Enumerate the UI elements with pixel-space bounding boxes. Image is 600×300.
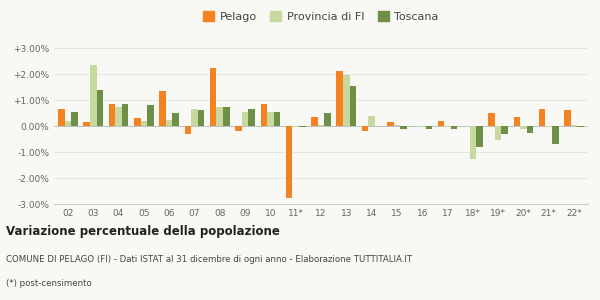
Bar <box>400 126 407 129</box>
Bar <box>109 104 115 126</box>
Bar <box>83 122 90 126</box>
Bar <box>387 122 394 126</box>
Bar <box>274 112 280 126</box>
Bar <box>134 118 140 126</box>
Bar <box>502 126 508 134</box>
Bar <box>577 126 584 127</box>
Bar <box>488 113 495 126</box>
Bar <box>166 119 172 126</box>
Bar <box>286 126 292 197</box>
Bar <box>122 104 128 126</box>
Bar <box>292 126 299 127</box>
Bar <box>58 109 65 126</box>
Bar <box>545 126 552 127</box>
Bar <box>267 112 274 126</box>
Bar <box>223 106 230 126</box>
Bar <box>210 68 217 126</box>
Bar <box>217 106 223 126</box>
Text: (*) post-censimento: (*) post-censimento <box>6 280 92 289</box>
Bar <box>260 104 267 126</box>
Bar <box>299 126 305 127</box>
Legend: Pelago, Provincia di FI, Toscana: Pelago, Provincia di FI, Toscana <box>199 7 443 26</box>
Bar <box>147 105 154 126</box>
Bar <box>198 110 205 126</box>
Bar <box>437 121 444 126</box>
Bar <box>65 121 71 126</box>
Bar <box>97 90 103 126</box>
Bar <box>337 71 343 126</box>
Bar <box>419 126 425 127</box>
Bar <box>425 126 432 129</box>
Bar <box>539 109 545 126</box>
Bar <box>350 86 356 126</box>
Bar <box>564 110 571 126</box>
Bar <box>444 126 451 127</box>
Text: Variazione percentuale della popolazione: Variazione percentuale della popolazione <box>6 226 280 238</box>
Bar <box>191 109 198 126</box>
Bar <box>248 109 255 126</box>
Bar <box>172 113 179 126</box>
Bar <box>451 126 457 129</box>
Bar <box>520 126 527 129</box>
Bar <box>514 117 520 126</box>
Bar <box>495 126 502 140</box>
Text: COMUNE DI PELAGO (FI) - Dati ISTAT al 31 dicembre di ogni anno - Elaborazione TU: COMUNE DI PELAGO (FI) - Dati ISTAT al 31… <box>6 256 412 265</box>
Bar <box>90 65 97 126</box>
Bar <box>394 125 400 126</box>
Bar <box>571 125 577 126</box>
Bar <box>362 126 368 131</box>
Bar <box>140 121 147 126</box>
Bar <box>311 117 318 126</box>
Bar <box>115 106 122 126</box>
Bar <box>318 125 324 126</box>
Bar <box>235 126 242 131</box>
Bar <box>527 126 533 133</box>
Bar <box>470 126 476 158</box>
Bar <box>324 113 331 126</box>
Bar <box>159 91 166 126</box>
Bar <box>242 112 248 126</box>
Bar <box>476 126 483 147</box>
Bar <box>71 112 78 126</box>
Bar <box>185 126 191 134</box>
Bar <box>343 75 350 126</box>
Bar <box>368 116 375 126</box>
Bar <box>552 126 559 144</box>
